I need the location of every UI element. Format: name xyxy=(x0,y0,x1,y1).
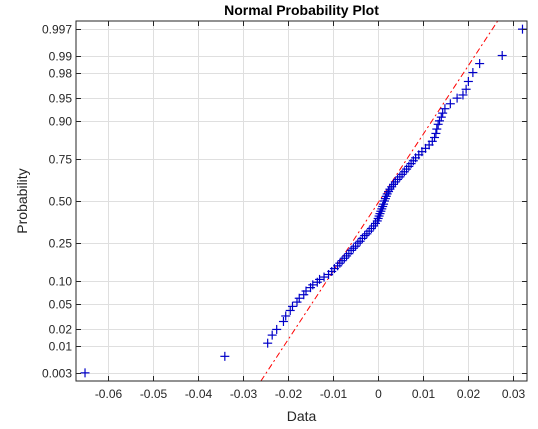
data-point xyxy=(380,194,390,204)
data-point xyxy=(463,76,473,86)
data-point xyxy=(436,112,446,122)
data-point xyxy=(267,330,277,340)
data-point xyxy=(440,104,450,114)
y-tick-label: 0.50 xyxy=(49,195,73,209)
y-tick-label: 0.98 xyxy=(49,67,73,81)
y-tick-labels: 0.003 0.01 0.02 0.05 0.10 0.25 0.50 0.75 0.90 0.9… xyxy=(42,23,72,381)
data-point xyxy=(375,209,385,219)
data-point xyxy=(461,84,471,94)
x-tick-label: 0.02 xyxy=(457,387,481,401)
y-tick-label: 0.997 xyxy=(42,23,72,37)
data-point xyxy=(497,51,507,61)
x-tick-label: 0.03 xyxy=(502,387,526,401)
y-tick-label: 0.95 xyxy=(49,92,73,106)
data-points xyxy=(80,24,527,378)
y-tick-label: 0.75 xyxy=(49,153,73,167)
y-tick-label: 0.99 xyxy=(49,50,73,64)
y-tick-label: 0.01 xyxy=(49,340,73,354)
y-tick-label: 0.02 xyxy=(49,323,73,337)
x-tick-label: -0.05 xyxy=(140,387,168,401)
x-tick-label: -0.02 xyxy=(275,387,303,401)
data-point xyxy=(278,317,288,327)
x-tick-label: -0.03 xyxy=(230,387,258,401)
data-point xyxy=(435,116,445,126)
data-point xyxy=(301,286,311,296)
data-point xyxy=(452,93,462,103)
grid-lines xyxy=(76,21,527,381)
data-point xyxy=(348,243,358,253)
data-point xyxy=(458,90,468,100)
data-point xyxy=(339,253,349,263)
x-tick-label: 0.01 xyxy=(412,387,436,401)
data-point xyxy=(319,272,329,282)
y-axis-label: Probability xyxy=(14,168,30,233)
data-point xyxy=(438,108,448,118)
y-tick-label: 0.90 xyxy=(49,115,73,129)
data-point xyxy=(294,293,304,303)
data-point xyxy=(382,189,392,199)
y-tick-label: 0.05 xyxy=(49,298,73,312)
x-axis-label: Data xyxy=(287,408,317,424)
y-tick-label: 0.003 xyxy=(42,367,72,381)
y-tick-label: 0.10 xyxy=(49,275,73,289)
chart-title: Normal Probability Plot xyxy=(224,2,379,18)
data-point xyxy=(431,128,441,138)
data-point xyxy=(299,290,309,300)
data-point xyxy=(427,136,437,146)
data-point xyxy=(353,238,363,248)
tick-marks xyxy=(76,21,527,381)
data-point xyxy=(378,201,388,211)
x-tick-label: -0.04 xyxy=(185,387,213,401)
data-point xyxy=(432,124,442,134)
data-point xyxy=(287,301,297,311)
y-tick-label: 0.25 xyxy=(49,237,73,251)
data-point xyxy=(263,338,273,348)
data-point xyxy=(80,368,90,378)
data-point xyxy=(430,133,440,143)
data-point xyxy=(308,280,318,290)
data-point xyxy=(379,196,389,206)
data-point xyxy=(272,324,282,334)
data-point xyxy=(377,204,387,214)
reference-line xyxy=(260,21,499,381)
x-tick-label: -0.01 xyxy=(320,387,348,401)
data-point xyxy=(384,187,394,197)
x-tick-label: -0.06 xyxy=(95,387,123,401)
x-tick-labels: -0.06 -0.05 -0.04 -0.03 -0.02 -0.01 0 0.01 0.02 0… xyxy=(95,387,526,401)
data-point xyxy=(315,274,325,284)
data-point xyxy=(220,351,230,361)
data-point xyxy=(468,68,478,78)
data-point xyxy=(285,305,295,315)
data-point xyxy=(445,99,455,109)
data-point xyxy=(376,206,386,216)
x-tick-label: 0 xyxy=(375,387,382,401)
data-point xyxy=(475,59,485,69)
data-point xyxy=(346,245,356,255)
data-point xyxy=(360,231,370,241)
reference-line-group xyxy=(260,21,499,381)
data-point xyxy=(281,311,291,321)
data-point xyxy=(381,191,391,201)
data-point xyxy=(292,297,302,307)
data-point xyxy=(342,251,352,261)
